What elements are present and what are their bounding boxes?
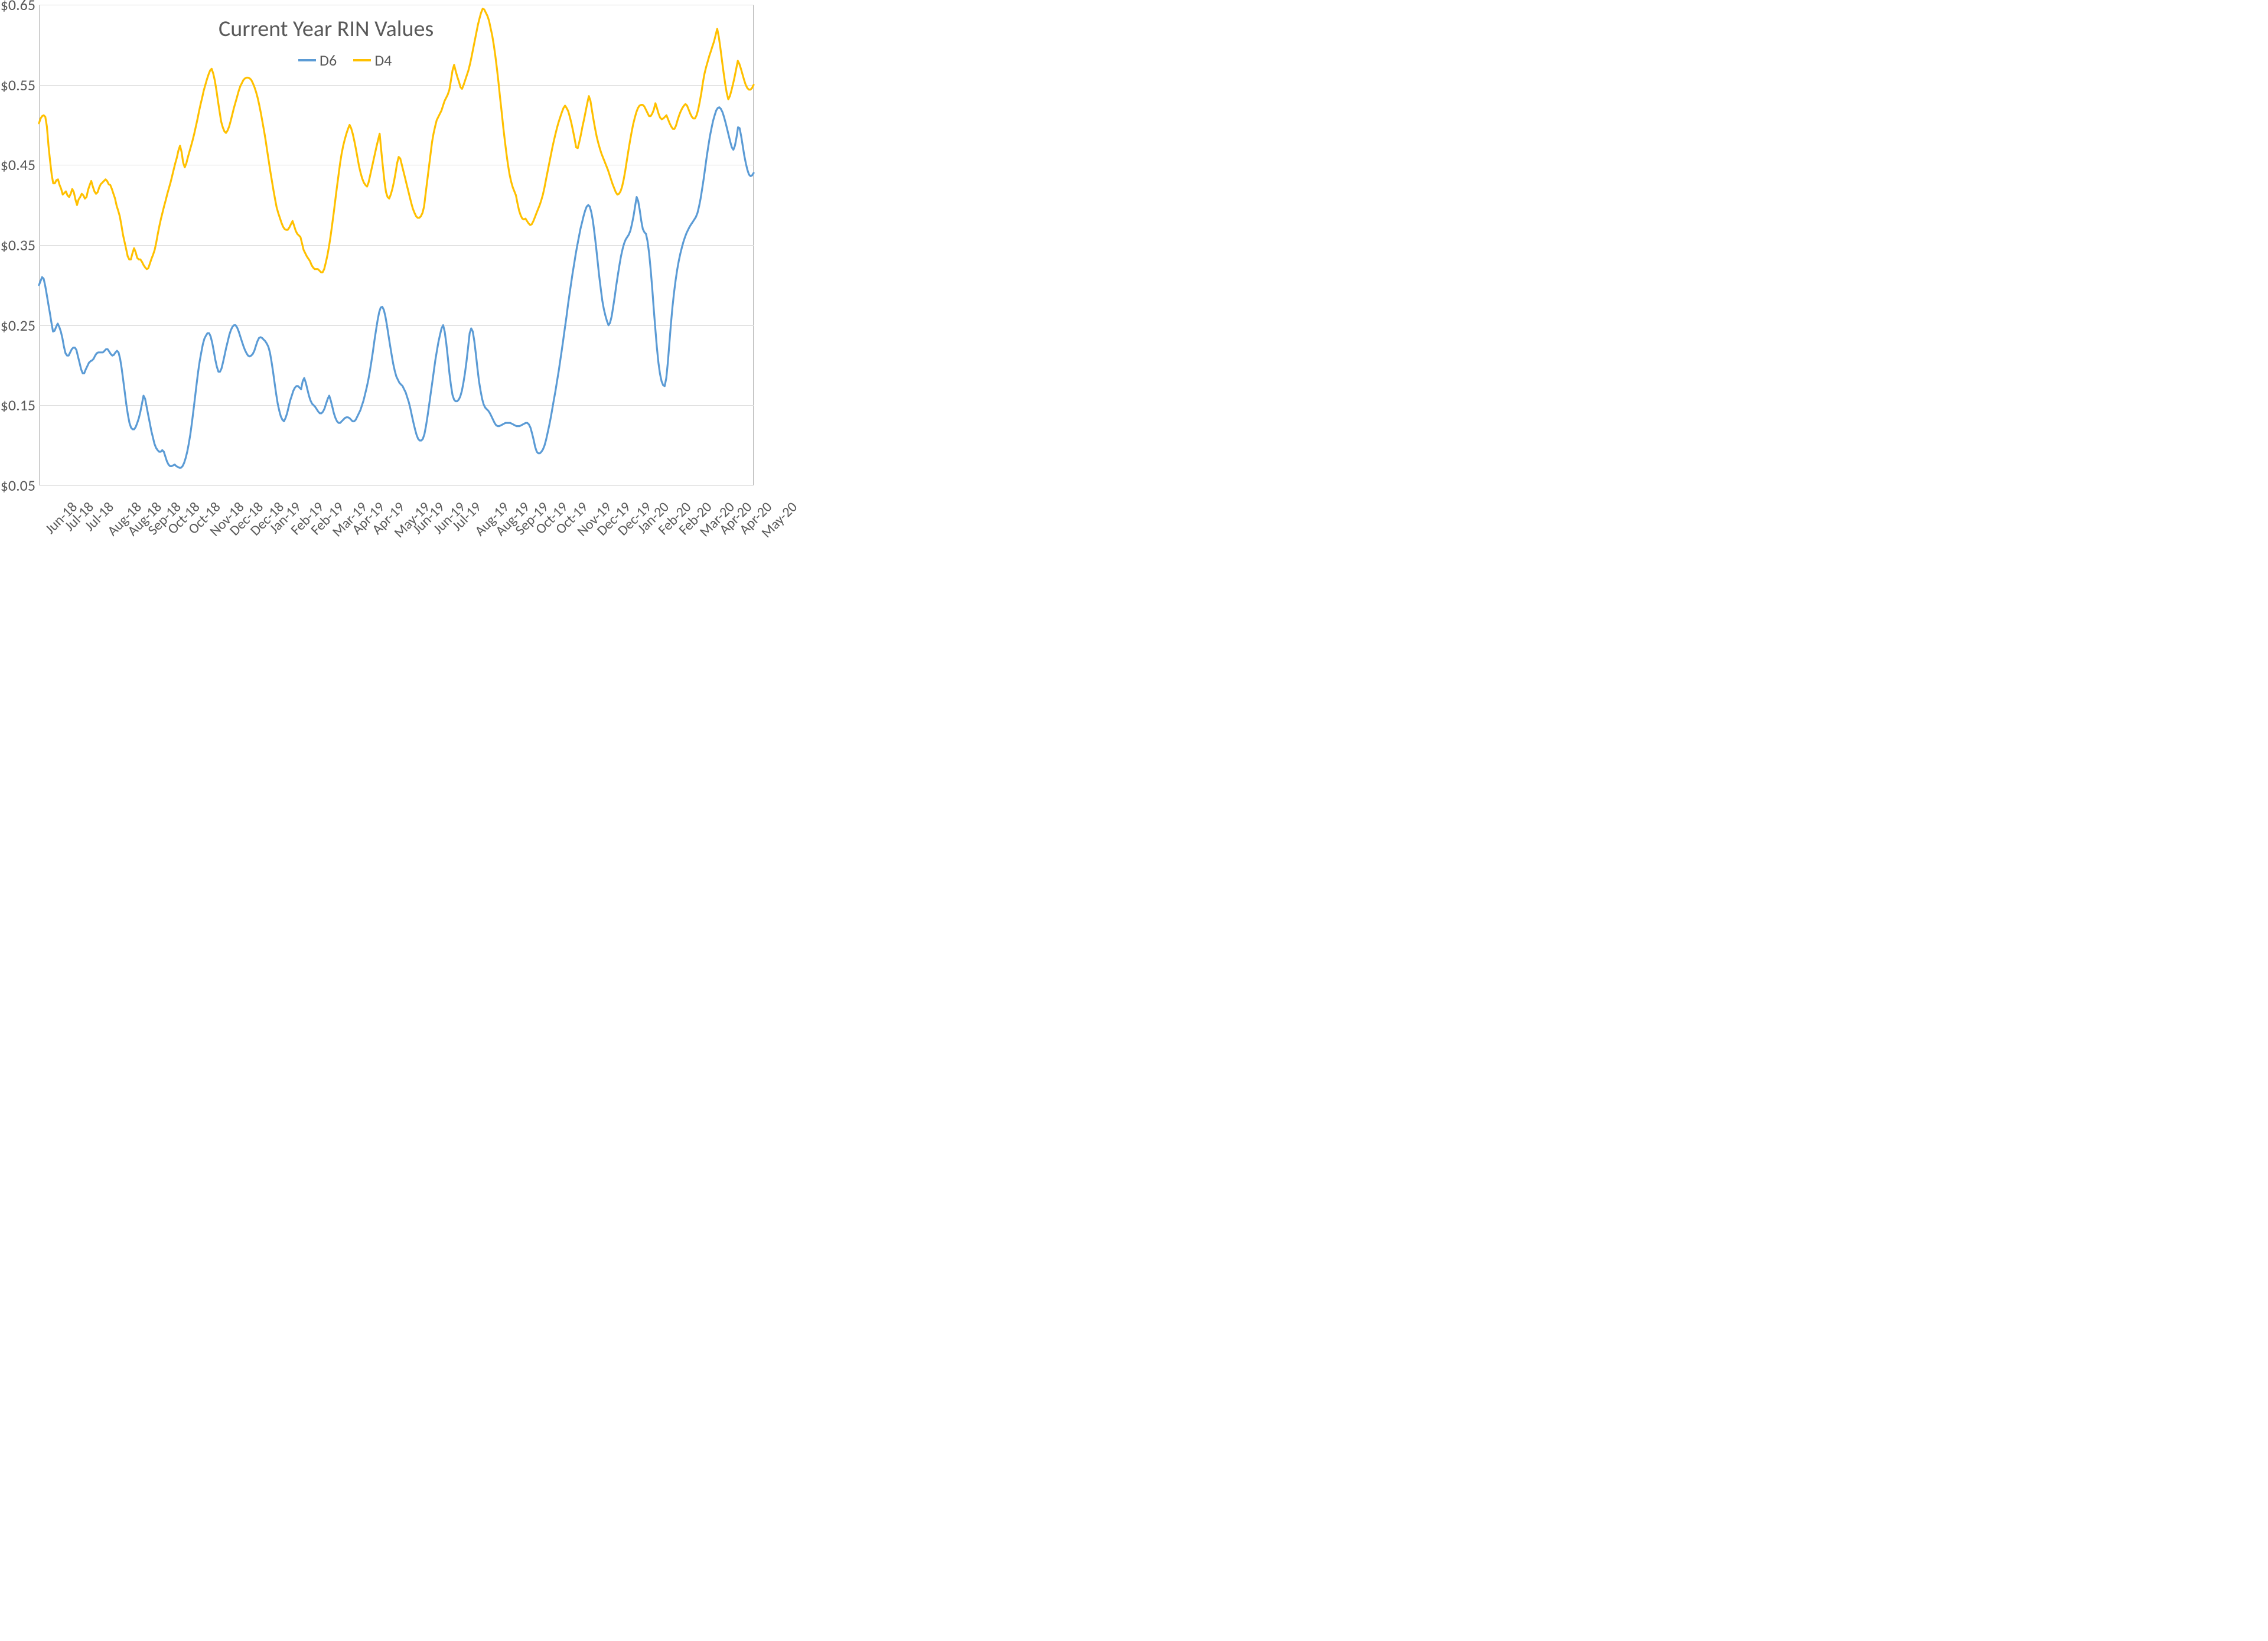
rin-chart: Current Year RIN Values D6D4 $0.05$0.15$… bbox=[0, 0, 756, 547]
series-d4 bbox=[39, 9, 754, 272]
chart-lines bbox=[0, 0, 756, 547]
series-d6 bbox=[39, 107, 754, 468]
